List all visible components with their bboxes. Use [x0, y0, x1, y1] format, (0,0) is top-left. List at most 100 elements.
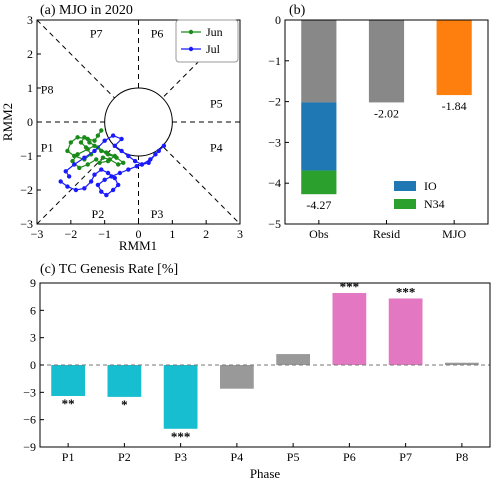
x-tick-label: P1 — [62, 450, 75, 464]
bar-p4 — [220, 365, 254, 389]
data-point-jun — [92, 138, 97, 143]
bar-p8 — [445, 362, 479, 365]
legend-marker-jul — [188, 46, 194, 52]
y-tick-label: 0 — [275, 13, 281, 27]
bar-resid-segment-0 — [368, 20, 405, 103]
data-point-jul — [88, 179, 94, 184]
data-point-jun — [95, 133, 101, 138]
bar-obs-segment-2 — [301, 170, 337, 195]
data-point-jul — [109, 174, 114, 179]
diagonal-divider — [36, 19, 241, 225]
panel-a-ticks: −3 −2 −1 0 1 2 3 −3 −2 −1 0 1 2 3 — [20, 13, 243, 241]
y-tick-label: −2 — [20, 183, 33, 197]
y-tick-label: −3 — [23, 385, 36, 399]
panel-a-series — [58, 128, 167, 198]
data-point-jun — [114, 155, 119, 160]
data-point-jun — [107, 157, 112, 162]
data-point-jul — [126, 153, 131, 159]
data-point-jul — [146, 160, 151, 165]
x-tick-label: P7 — [399, 450, 412, 464]
y-tick-label: 6 — [30, 303, 36, 317]
data-point-jul — [132, 158, 138, 164]
data-point-jul — [156, 148, 161, 154]
data-point-jun — [82, 135, 87, 140]
significance-marker-p6: *** — [340, 279, 360, 294]
y-tick-label: −9 — [23, 440, 36, 454]
x-tick-label: P6 — [343, 450, 356, 464]
panel-a-ylabel: RMM2 — [0, 103, 15, 141]
data-point-jun — [105, 152, 111, 157]
panel-a-legend: Jun Jul — [175, 19, 239, 63]
phase-label-p1: P1 — [41, 141, 54, 155]
data-point-jul — [92, 172, 97, 177]
data-point-jul — [58, 179, 63, 184]
bar-obs-segment-0 — [301, 20, 337, 103]
legend-label-n34: N34 — [424, 197, 445, 211]
legend-marker-jun — [188, 29, 194, 35]
y-tick-label: 3 — [27, 13, 33, 27]
data-point-jul — [102, 177, 107, 182]
data-point-jul — [63, 169, 68, 174]
data-point-jun — [99, 148, 104, 154]
y-tick-label: −3 — [20, 217, 33, 231]
data-point-jul — [82, 155, 87, 160]
data-point-jun — [97, 160, 102, 165]
y-tick-label: 0 — [27, 115, 33, 129]
x-tick-label: P8 — [456, 450, 469, 464]
bar-value-label-mjo: -1.84 — [442, 99, 467, 113]
y-tick-label: 3 — [30, 331, 36, 345]
data-point-jun — [75, 135, 80, 140]
data-point-jul — [117, 170, 123, 176]
data-point-jun — [94, 157, 99, 162]
panel-b-title: (b) — [289, 3, 306, 18]
x-tick-label: 3 — [237, 227, 243, 241]
bar-value-label-obs: -4.27 — [306, 198, 331, 212]
data-point-jul — [104, 192, 109, 198]
legend-label-io: IO — [424, 179, 437, 193]
x-tick-label: P2 — [118, 450, 131, 464]
y-tick-label: 9 — [30, 276, 36, 290]
panel-b-legend: IO N34 — [394, 179, 445, 211]
data-point-jul — [112, 175, 118, 181]
bar-p2 — [107, 365, 142, 397]
data-point-jul — [148, 157, 153, 162]
bar-p3 — [163, 365, 198, 429]
panel-c-title: (c) TC Genesis Rate [%] — [40, 262, 178, 277]
x-tick-label: P3 — [174, 450, 187, 464]
data-point-jun — [116, 162, 121, 167]
panel-c-axes: P1 P2 P3 P4 P5 P6 P7 P8 −9 −6 −3 0 3 6 9 — [23, 276, 491, 464]
data-point-jul — [153, 152, 158, 157]
y-tick-label: 1 — [27, 81, 33, 95]
data-point-jul — [73, 187, 79, 193]
data-point-jul — [95, 182, 101, 188]
x-tick-label: −3 — [31, 227, 44, 241]
panel-c-xlabel: Phase — [250, 466, 281, 480]
data-point-jul — [99, 167, 104, 172]
legend-swatch-n34 — [394, 199, 416, 209]
data-point-jul — [92, 148, 97, 154]
x-tick-label: Obs — [309, 227, 329, 241]
significance-marker-p2: * — [121, 397, 128, 412]
significance-marker-p3: *** — [171, 429, 191, 444]
data-point-jul — [110, 187, 116, 193]
y-tick-label: −5 — [268, 217, 281, 231]
phase-label-p5: P5 — [210, 96, 223, 110]
data-point-jul — [161, 143, 167, 148]
significance-marker-p1: ** — [62, 396, 75, 411]
phase-label-p6: P6 — [151, 27, 164, 41]
y-tick-label: −3 — [268, 135, 281, 149]
x-tick-label: Resid — [373, 227, 400, 241]
y-tick-label: −6 — [23, 413, 36, 427]
phase-label-p8: P8 — [41, 83, 54, 97]
data-point-jun — [87, 140, 92, 145]
data-point-jul — [110, 133, 116, 138]
phase-label-p2: P2 — [92, 207, 105, 221]
legend-label-jun: Jun — [206, 25, 223, 39]
panel-b-axes: −5 −4 −3 −2 −1 0 Obs Resid MJO — [268, 13, 489, 241]
data-point-jul — [126, 167, 131, 172]
data-point-jun — [72, 153, 77, 159]
data-point-jun — [99, 128, 104, 133]
bar-p1 — [51, 365, 85, 396]
data-point-jun — [78, 140, 84, 145]
data-point-jun — [77, 165, 82, 171]
